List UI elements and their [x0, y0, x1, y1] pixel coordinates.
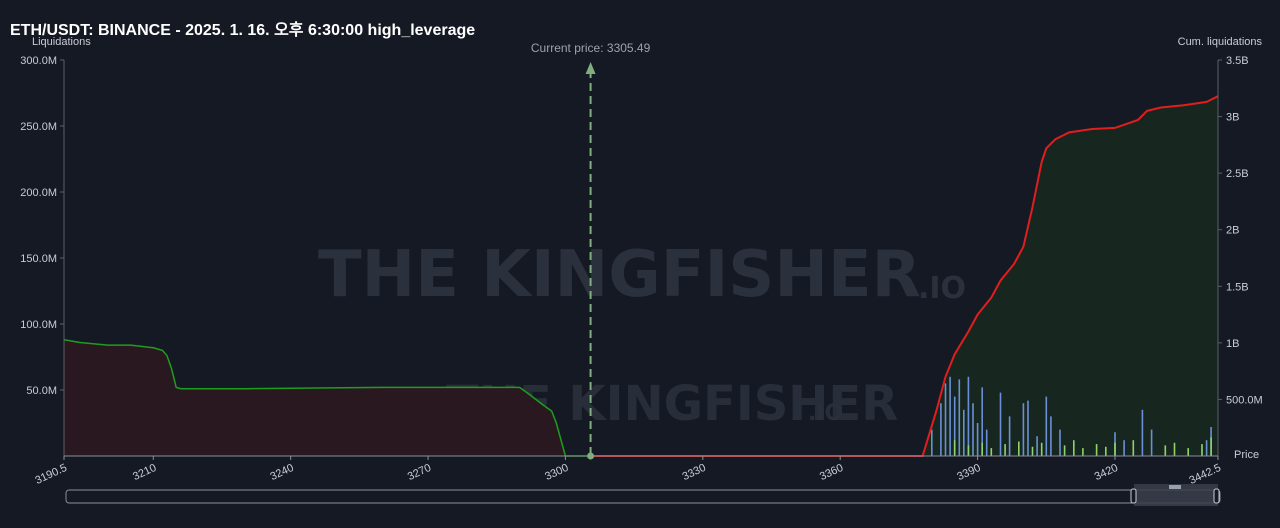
current-price-label: Current price: 3305.49 [531, 41, 651, 55]
liquidation-bar-blue [1059, 429, 1061, 456]
y-left-axis-title: Liquidations [32, 36, 91, 48]
liquidation-bar-green [990, 448, 993, 456]
liquidation-bar-green [1164, 445, 1167, 456]
watermark: THE KINGFISHER .IO THE KINGFISHER .IO [318, 238, 966, 432]
y-right-tick-label: 3B [1226, 112, 1239, 124]
liquidation-bar-blue [1008, 416, 1011, 456]
y-right-tick-label: 1.5B [1226, 281, 1249, 293]
liquidation-bar-blue [949, 376, 951, 456]
chart-title: ETH/USDT: BINANCE - 2025. 1. 16. 오후 6:30… [10, 22, 476, 39]
current-price-marker: Current price: 3305.49 [531, 41, 651, 460]
liquidation-bar-green [1073, 440, 1075, 456]
y-right-tick-label: 500.0M [1226, 394, 1263, 406]
liquidation-bar-blue [1123, 440, 1125, 456]
liquidation-bar-blue [1205, 440, 1208, 456]
x-tick-label: 3300 [543, 462, 570, 483]
current-price-dot [587, 452, 595, 460]
liquidation-bar-blue [976, 423, 979, 456]
x-tick-label: 3390 [955, 462, 982, 483]
x-ticks: 3190.5 3210 3240 3270 3300 3330 3360 3390 3420 34… [33, 456, 1223, 487]
range-slider[interactable] [65, 484, 1221, 506]
long-liquidation-line [63, 339, 591, 457]
liquidation-bar-green [1004, 444, 1006, 456]
x-tick-label: 3442.5 [1187, 462, 1223, 487]
range-slider-window[interactable] [1134, 484, 1218, 506]
y-right-ticks: 3.5B 3B 2.5B 2B 1.5B 1B 500.0M [1218, 55, 1263, 406]
x-tick-label: 3330 [681, 462, 708, 483]
liquidation-bar-blue [1036, 436, 1038, 456]
liquidation-bar-green [1114, 442, 1116, 456]
current-price-arrow [585, 62, 596, 74]
liquidation-bar-green [1210, 437, 1212, 456]
liquidation-bar-blue [999, 392, 1002, 456]
x-tick-label: 3210 [131, 462, 158, 483]
y-left-ticks: 300.0M 250.0M 200.0M 150.0M 100.0M 50.0M [20, 55, 64, 397]
x-tick-label: 3240 [268, 462, 295, 483]
liquidation-bar-blue [1045, 396, 1048, 456]
liquidation-bar-green [1018, 441, 1020, 456]
y-left-tick-label: 250.0M [20, 121, 57, 133]
x-tick-label: 3420 [1093, 462, 1120, 483]
short-cum-liquidation-line [590, 95, 1219, 457]
liquidation-bar-blue [1050, 416, 1052, 456]
liquidation-bar-blue [981, 387, 983, 456]
liquidation-bar-blue [1141, 409, 1144, 456]
liquidation-bar-blue [1022, 403, 1025, 456]
liquidation-bar-blue [1027, 400, 1029, 456]
liquidation-bar-blue [953, 396, 956, 456]
y-right-tick-label: 2.5B [1226, 168, 1249, 180]
range-slider-right-handle[interactable] [1213, 488, 1220, 504]
liquidation-bar-blue [967, 376, 970, 456]
liquidation-bar-blue [940, 403, 942, 456]
watermark-suffix-small: .IO [808, 401, 843, 426]
liquidation-bar-blue [963, 409, 965, 456]
liquidation-bars [931, 376, 1212, 456]
y-left-tick-label: 150.0M [20, 253, 57, 265]
liquidation-bar-blue [985, 429, 988, 456]
liquidation-bar-green [1105, 446, 1107, 456]
liquidation-bar-blue [931, 429, 933, 456]
x-axis-title: Price [1234, 449, 1259, 461]
liquidation-bar-green [967, 445, 970, 456]
liquidation-bar-green [1082, 448, 1084, 456]
liquidation-bar-green [1095, 444, 1098, 456]
liquidation-bar-blue [972, 403, 974, 456]
liquidation-bar-green [1132, 440, 1135, 456]
watermark-text-large: THE KINGFISHER [318, 238, 921, 312]
range-slider-track[interactable] [65, 489, 1221, 504]
x-tick-label: 3190.5 [33, 462, 69, 487]
y-right-axis-title: Cum. liquidations [1178, 36, 1263, 48]
liquidation-bar-green [1040, 442, 1043, 456]
liquidation-bar-green [1173, 442, 1176, 456]
liquidation-bar-green [1063, 445, 1066, 456]
long-liquidation-area [64, 339, 591, 456]
liquidation-bar-blue [1150, 429, 1153, 456]
liquidation-bar-green [953, 440, 956, 456]
liquidation-bar-blue [958, 379, 961, 456]
y-left-tick-label: 50.0M [26, 385, 57, 397]
liquidation-bar-green [1187, 448, 1189, 456]
liquidation-bar-green [1031, 446, 1034, 456]
y-left-tick-label: 200.0M [20, 187, 57, 199]
x-tick-label: 3360 [818, 462, 845, 483]
range-slider-left-handle[interactable] [1130, 488, 1137, 504]
y-left-tick-label: 300.0M [20, 55, 57, 67]
liquidation-bar-green [1201, 444, 1203, 456]
liquidation-bar-blue [944, 383, 947, 456]
y-right-tick-label: 3.5B [1226, 55, 1249, 67]
y-left-tick-label: 100.0M [20, 319, 57, 331]
y-right-tick-label: 1B [1226, 338, 1239, 350]
liquidation-bar-green [981, 442, 983, 456]
watermark-suffix-large: .IO [918, 271, 966, 306]
range-slider-grip-icon[interactable] [1169, 485, 1181, 489]
short-cum-liquidation-area [590, 96, 1218, 456]
y-right-tick-label: 2B [1226, 225, 1239, 237]
x-tick-label: 3270 [406, 462, 433, 483]
